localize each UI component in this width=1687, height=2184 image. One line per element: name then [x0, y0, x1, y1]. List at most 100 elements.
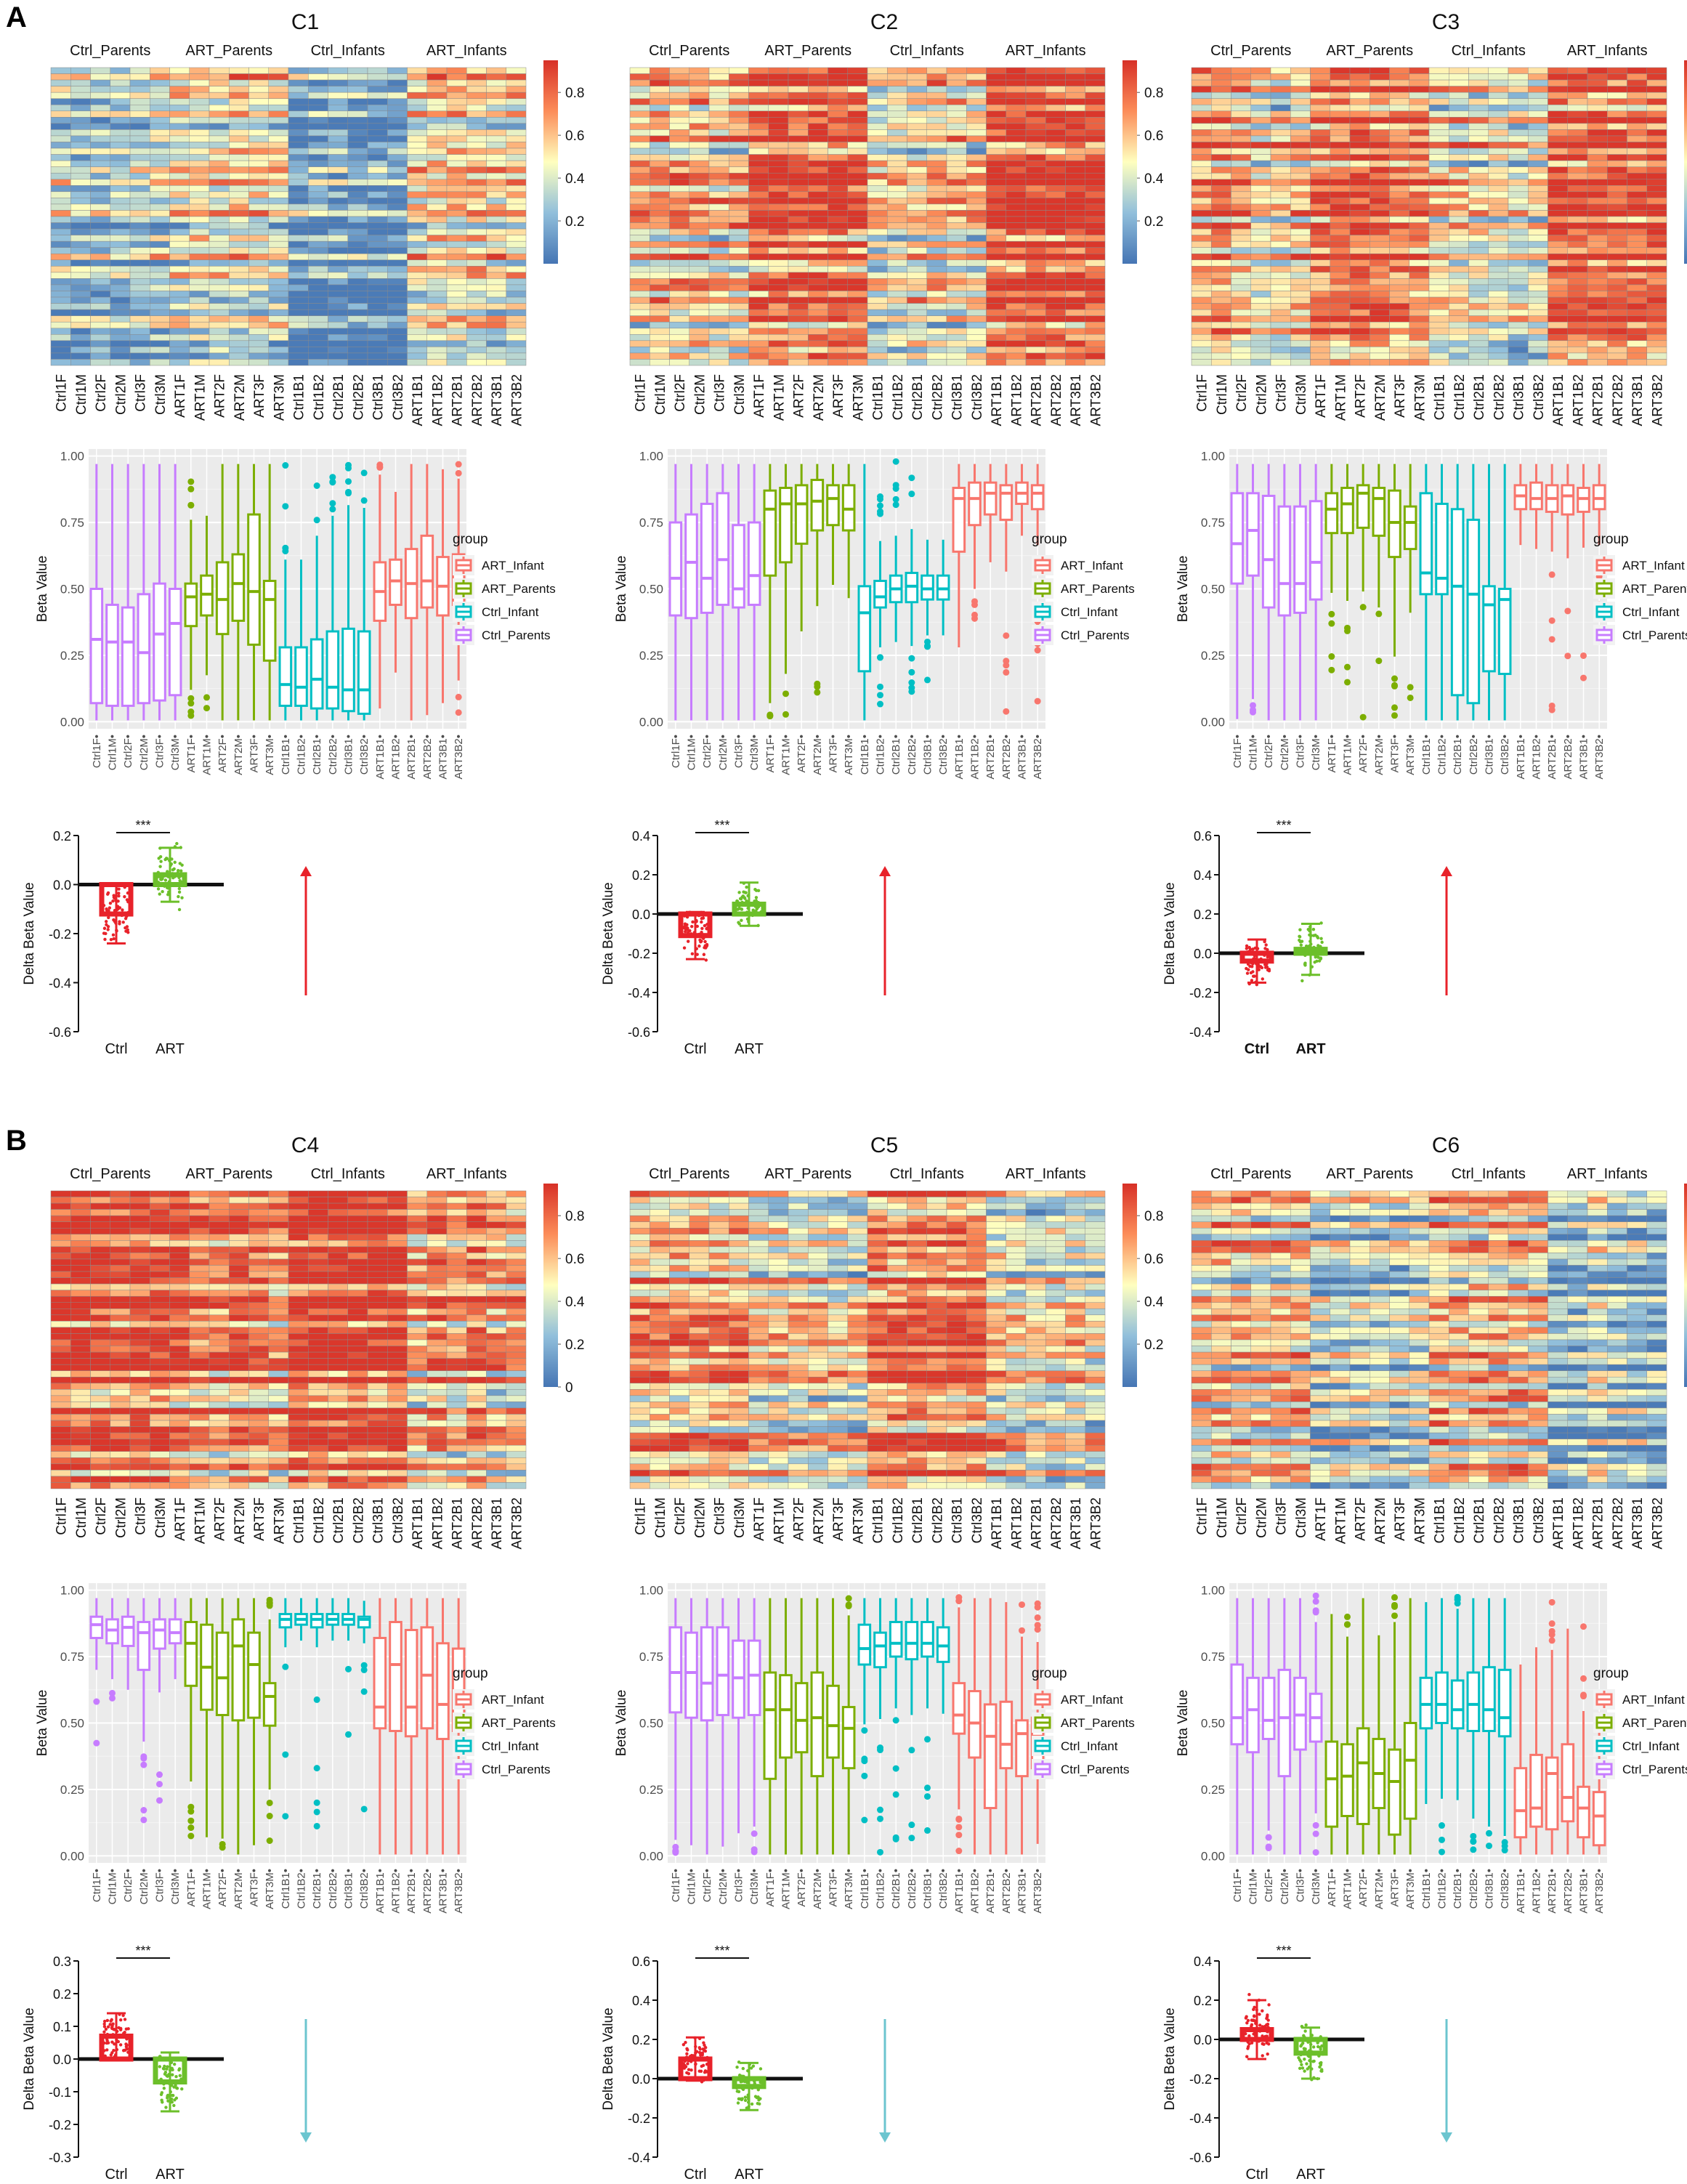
heatmap-cell	[308, 291, 328, 298]
heatmap-cell	[1191, 291, 1212, 298]
heatmap-cell	[926, 334, 947, 341]
heatmap-cell	[867, 154, 888, 161]
heatmap-cell	[367, 347, 388, 354]
heatmap-cell	[150, 79, 170, 86]
heatmap-cell	[1607, 67, 1627, 74]
heatmap-cell	[1191, 166, 1212, 174]
heatmap-cell	[1250, 291, 1271, 298]
heatmap-cell	[1270, 303, 1291, 310]
heatmap-cell	[966, 166, 987, 174]
heatmap-cell	[788, 266, 809, 273]
heatmap-cell	[847, 210, 868, 217]
heatmap-cell	[887, 203, 907, 211]
heatmap-cell	[248, 240, 269, 248]
heatmap-cell	[110, 154, 131, 161]
heatmap-cell	[446, 92, 467, 99]
heatmap-cell	[1567, 210, 1588, 217]
heatmap-cell	[1250, 191, 1271, 198]
heatmap-cell	[288, 185, 309, 193]
heatmap-cell	[90, 1290, 110, 1297]
heatmap-cell	[367, 154, 388, 161]
box-x-label: ART2M•	[1373, 735, 1385, 775]
significance-label: ***	[1276, 818, 1291, 833]
heatmap-cell	[1627, 222, 1647, 230]
heatmap-cell	[1528, 129, 1548, 137]
data-point	[121, 908, 124, 912]
heatmap-cell	[1488, 352, 1509, 360]
heatmap-cell	[1488, 210, 1509, 217]
heatmap-cell	[50, 1383, 71, 1390]
heatmap-cell	[308, 309, 328, 316]
y-tick-label: 0.00	[1201, 715, 1225, 729]
heatmap-cell	[169, 160, 190, 167]
heatmap-cell	[669, 98, 689, 105]
heatmap-cell	[1646, 154, 1667, 161]
heatmap-cell	[1250, 73, 1271, 81]
heatmap-cell	[808, 160, 828, 167]
heatmap-cell	[1488, 105, 1509, 112]
heatmap-sample-label: ART3F	[252, 374, 267, 418]
heatmap-cell	[110, 1383, 131, 1390]
heatmap-cell	[90, 1432, 110, 1439]
heatmap-cell	[209, 296, 230, 304]
heatmap-cell	[926, 198, 947, 205]
heatmap-cell	[768, 123, 789, 130]
heatmap-cell	[90, 129, 110, 137]
heatmap-cell	[169, 254, 190, 261]
heatmap-cell	[1349, 203, 1370, 211]
heatmap-cell	[1548, 79, 1568, 86]
heatmap-cell	[1389, 334, 1409, 341]
heatmap-cell	[1409, 147, 1430, 155]
heatmap-cell	[1607, 166, 1627, 174]
heatmap-cell	[1488, 142, 1509, 149]
heatmap-cell	[708, 321, 729, 328]
heatmap-cell	[209, 154, 230, 161]
heatmap-cell	[966, 98, 987, 105]
heatmap-cell	[248, 198, 269, 205]
heatmap-cell	[1528, 198, 1548, 205]
heatmap-cell	[90, 1246, 110, 1253]
heatmap-cell	[426, 203, 448, 211]
heatmap-cell	[650, 321, 670, 328]
heatmap-cell	[1330, 191, 1351, 198]
heatmap-cell	[1627, 315, 1647, 323]
heatmap-cell	[828, 105, 848, 112]
heatmap-cell	[347, 235, 368, 242]
heatmap-cell	[788, 334, 809, 341]
heatmap-cell	[308, 328, 328, 335]
heatmap-cell	[426, 216, 448, 223]
heatmap-cell	[1330, 67, 1351, 74]
box-art2m	[231, 553, 246, 622]
heatmap-cell	[367, 98, 388, 105]
heatmap-cell	[268, 67, 289, 74]
heatmap-cell	[1567, 123, 1588, 130]
heatmap-cell	[1528, 216, 1548, 223]
heatmap-cell	[387, 135, 408, 142]
heatmap-cell	[1528, 228, 1548, 235]
heatmap-cell	[268, 254, 289, 261]
heatmap-cell	[986, 359, 1006, 366]
heatmap-cell	[808, 291, 828, 298]
heatmap-cell	[1025, 160, 1046, 167]
heatmap-cell	[1191, 309, 1212, 316]
heatmap-cell	[50, 1370, 71, 1378]
heatmap-cell	[689, 210, 710, 217]
heatmap-cell	[150, 142, 170, 149]
heatmap-cell	[1528, 309, 1548, 316]
heatmap-cell	[169, 266, 190, 273]
heatmap-cell	[328, 135, 348, 142]
heatmap-cell	[1646, 347, 1667, 354]
heatmap-cell	[1389, 216, 1409, 223]
heatmap-cell	[1065, 123, 1085, 130]
heatmap-cell	[828, 166, 848, 174]
data-point	[164, 857, 169, 860]
heatmap-cell	[1607, 203, 1627, 211]
heatmap-cell	[748, 73, 769, 81]
heatmap-cell	[1211, 291, 1231, 298]
heatmap-sample-label: Ctrl1B2	[1452, 374, 1468, 420]
box-x-label: Ctrl3B2•	[937, 735, 950, 774]
heatmap-cell	[1627, 86, 1647, 93]
heatmap-cell	[1646, 198, 1667, 205]
heatmap-cell	[748, 166, 769, 174]
box-x-label: Ctrl3F•	[154, 735, 166, 768]
